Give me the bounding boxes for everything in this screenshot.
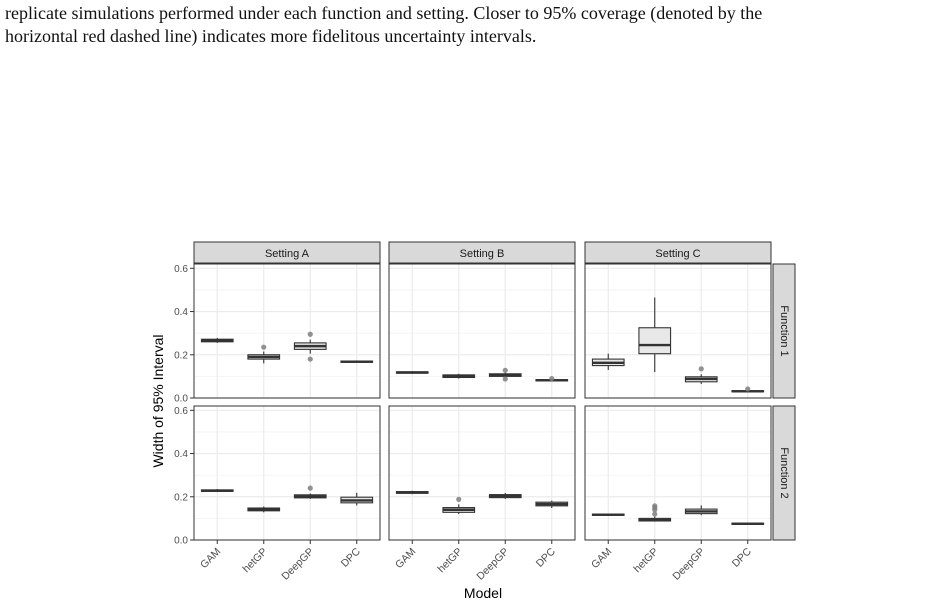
x-tick-label: GAM [198, 546, 223, 571]
row-strip-label: Function 1 [778, 305, 790, 356]
box-gam [395, 490, 429, 495]
outlier-point [502, 367, 508, 373]
box-hetgp [442, 496, 476, 515]
caption-line-2: horizontal red dashed line) indicates mo… [5, 26, 537, 46]
x-tick-label: GAM [393, 546, 418, 571]
box-deepgp [488, 492, 522, 499]
column-strip [193, 241, 381, 264]
facet-panel [193, 405, 381, 541]
column-strip [388, 241, 576, 264]
x-tick-label: GAM [589, 546, 614, 571]
box-dpc [340, 360, 374, 363]
box-hetgp [638, 297, 672, 373]
box-body [638, 327, 672, 355]
row-strip [772, 405, 796, 541]
outlier-point [698, 366, 704, 372]
row-strip [772, 263, 796, 399]
x-tick-label: hetGP [240, 546, 270, 576]
y-tick-label: 0.2 [174, 350, 188, 361]
x-tick-label: hetGP [631, 546, 661, 576]
y-tick-label: 0.2 [174, 492, 188, 503]
outlier-point [261, 344, 267, 350]
y-tick-label: 0.4 [174, 307, 188, 318]
x-tick-label: DeepGP [670, 546, 707, 583]
panel-border [584, 263, 772, 399]
box-gam [395, 371, 429, 374]
box-gam [200, 337, 234, 343]
x-tick-label: DeepGP [279, 546, 316, 583]
outlier-point [502, 376, 508, 382]
panel-border [388, 405, 576, 541]
column-strip [584, 241, 772, 264]
box-dpc [731, 522, 765, 525]
box-hetgp [247, 344, 281, 364]
facet-panel [388, 405, 576, 541]
box-dpc [535, 375, 569, 382]
box-dpc [731, 386, 765, 393]
x-tick-label: DPC [730, 545, 754, 569]
panel-border [193, 405, 381, 541]
outlier-point [307, 485, 313, 491]
x-tick-label: DPC [534, 545, 558, 569]
y-tick-label: 0.0 [174, 536, 188, 547]
box-gam [200, 488, 234, 493]
box-dpc [340, 492, 374, 506]
panel-border [584, 405, 772, 541]
column-strip-label: Setting A [265, 248, 310, 260]
facet-panel [584, 263, 772, 399]
box-deepgp [293, 331, 327, 362]
box-deepgp [684, 366, 718, 384]
box-gam [591, 353, 625, 370]
box-hetgp [247, 506, 281, 513]
panels-layer: Setting A Setting B Setting C Function 1 Fun… [174, 241, 796, 583]
y-tick-label: 0.6 [174, 406, 188, 417]
column-strip-label: Setting C [655, 248, 700, 260]
box-deepgp [488, 367, 522, 382]
box-hetgp [442, 373, 476, 379]
facet-panel [584, 405, 772, 541]
y-tick-label: 0.0 [174, 394, 188, 405]
box-deepgp [684, 505, 718, 516]
box-hetgp [638, 503, 672, 522]
outlier-point [456, 496, 462, 502]
outlier-point [307, 356, 313, 362]
outlier-point [307, 331, 313, 337]
box-dpc [535, 500, 569, 509]
box-gam [591, 513, 625, 516]
x-tick-label: hetGP [435, 546, 465, 576]
y-tick-label: 0.6 [174, 264, 188, 275]
box-deepgp [293, 485, 327, 499]
x-tick-label: DPC [339, 545, 363, 569]
y-tick-label: 0.4 [174, 449, 188, 460]
y-axis-title: Width of 95% Interval [150, 334, 166, 467]
panel-border [388, 263, 576, 399]
outlier-point [549, 375, 555, 382]
panel-border [193, 263, 381, 399]
caption-line-1: replicate simulations performed under ea… [5, 3, 763, 23]
x-axis-title: Model [464, 585, 502, 601]
facet-panel [388, 263, 576, 399]
facet-panel [193, 263, 381, 399]
outlier-point [745, 386, 751, 392]
outlier-point [652, 503, 658, 509]
row-strip-label: Function 2 [778, 447, 790, 498]
x-tick-label: DeepGP [474, 546, 511, 583]
outlier-point [652, 511, 658, 517]
figure-caption: replicate simulations performed under ea… [5, 2, 945, 48]
column-strip-label: Setting B [460, 248, 505, 260]
